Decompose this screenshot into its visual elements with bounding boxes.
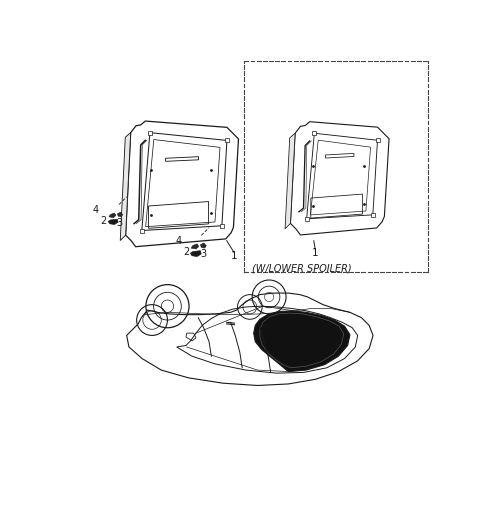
Polygon shape — [109, 213, 116, 218]
Polygon shape — [201, 243, 206, 248]
Text: 1: 1 — [231, 251, 238, 261]
Polygon shape — [285, 133, 295, 229]
Text: 2: 2 — [183, 247, 190, 257]
Text: 3: 3 — [116, 218, 122, 228]
Polygon shape — [120, 133, 131, 241]
Polygon shape — [108, 219, 118, 224]
Text: 2: 2 — [100, 217, 107, 226]
Text: 4: 4 — [175, 236, 181, 246]
Text: (W/LOWER SPOILER): (W/LOWER SPOILER) — [252, 264, 352, 274]
Polygon shape — [190, 251, 201, 257]
Text: 1: 1 — [312, 248, 319, 258]
Text: 3: 3 — [201, 249, 207, 259]
Polygon shape — [191, 244, 199, 249]
Polygon shape — [118, 212, 123, 217]
Polygon shape — [254, 311, 350, 371]
Text: 4: 4 — [93, 205, 99, 215]
